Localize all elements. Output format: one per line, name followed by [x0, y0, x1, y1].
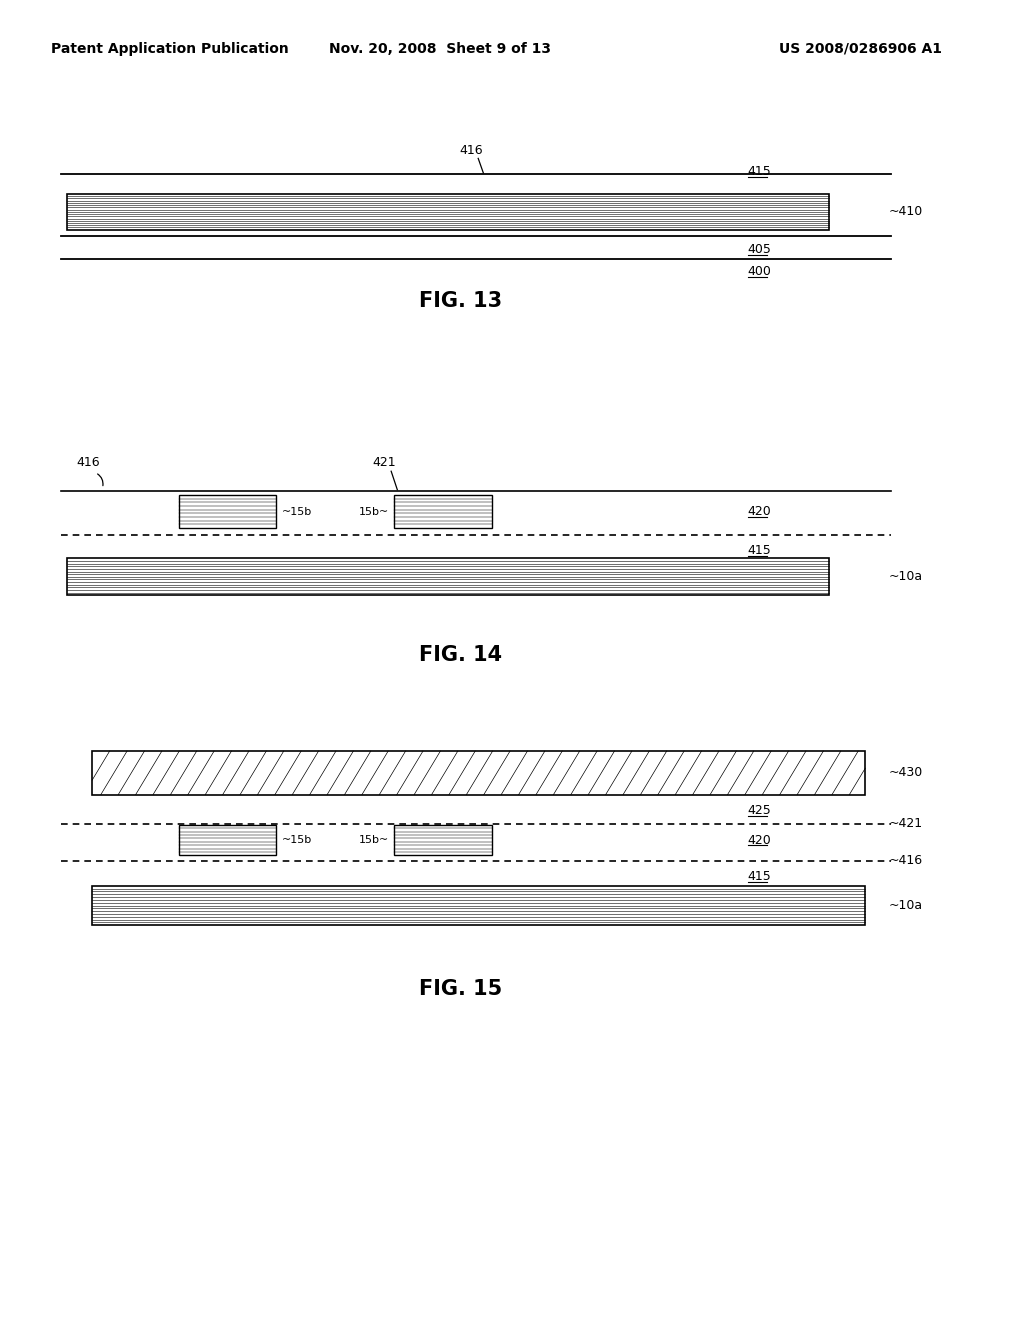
- Text: 400: 400: [748, 265, 771, 279]
- Text: 415: 415: [748, 165, 771, 178]
- Bar: [394, 825, 492, 855]
- Text: FIG. 15: FIG. 15: [419, 978, 503, 999]
- Bar: [394, 495, 492, 528]
- Text: ~15b: ~15b: [282, 507, 312, 516]
- Text: 425: 425: [748, 804, 771, 817]
- Text: US 2008/0286906 A1: US 2008/0286906 A1: [779, 42, 942, 55]
- Text: ~416: ~416: [889, 854, 923, 867]
- Bar: [92, 886, 865, 925]
- Text: Patent Application Publication: Patent Application Publication: [51, 42, 289, 55]
- Text: 421: 421: [372, 455, 396, 469]
- Text: ~410: ~410: [889, 206, 923, 218]
- Text: 416: 416: [459, 144, 483, 157]
- Bar: [179, 825, 276, 855]
- Bar: [179, 495, 276, 528]
- Text: Nov. 20, 2008  Sheet 9 of 13: Nov. 20, 2008 Sheet 9 of 13: [330, 42, 551, 55]
- Bar: [92, 751, 865, 795]
- Text: ~10a: ~10a: [889, 570, 923, 583]
- Text: 15b~: 15b~: [358, 507, 389, 516]
- Text: FIG. 13: FIG. 13: [419, 290, 503, 312]
- Bar: [67, 194, 829, 230]
- Text: 415: 415: [748, 544, 771, 557]
- Bar: [67, 558, 829, 595]
- Text: ~15b: ~15b: [282, 836, 312, 845]
- Text: 405: 405: [748, 243, 771, 256]
- Text: 416: 416: [77, 455, 100, 469]
- Text: 420: 420: [748, 506, 771, 517]
- Text: 420: 420: [748, 834, 771, 846]
- Text: 15b~: 15b~: [358, 836, 389, 845]
- Text: ~421: ~421: [889, 817, 923, 830]
- Text: ~430: ~430: [889, 767, 923, 779]
- Text: 415: 415: [748, 870, 771, 883]
- Text: ~10a: ~10a: [889, 899, 923, 912]
- Text: FIG. 14: FIG. 14: [419, 644, 503, 665]
